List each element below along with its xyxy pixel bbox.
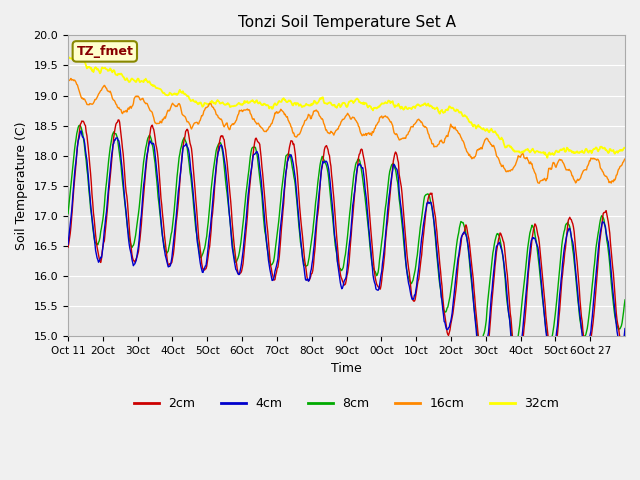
Line: 16cm: 16cm [68,78,625,183]
2cm [621,334,629,339]
2cm [233,260,241,266]
8cm [621,297,629,303]
32cm [543,155,551,161]
2cm [436,262,444,267]
16cm [260,128,268,134]
16cm [67,75,75,81]
32cm [65,54,72,60]
8cm [260,222,268,228]
2cm [115,117,123,123]
16cm [404,129,412,135]
Text: TZ_fmet: TZ_fmet [76,45,133,58]
16cm [233,117,241,123]
8cm [233,259,241,264]
8cm [404,275,412,281]
16cm [436,138,444,144]
Line: 4cm: 4cm [68,131,625,348]
2cm [404,265,412,271]
2cm [260,187,268,193]
32cm [64,54,72,60]
32cm [621,145,629,151]
Title: Tonzi Soil Temperature Set A: Tonzi Soil Temperature Set A [237,15,456,30]
4cm [621,325,629,331]
Line: 32cm: 32cm [68,57,625,158]
4cm [282,178,289,183]
Line: 2cm: 2cm [68,120,625,348]
16cm [131,96,138,102]
16cm [621,156,629,162]
2cm [477,346,484,351]
8cm [282,159,289,165]
2cm [282,180,289,186]
16cm [282,111,289,117]
16cm [64,78,72,84]
Legend: 2cm, 4cm, 8cm, 16cm, 32cm: 2cm, 4cm, 8cm, 16cm, 32cm [129,392,564,415]
Y-axis label: Soil Temperature (C): Soil Temperature (C) [15,121,28,250]
4cm [131,262,138,267]
8cm [76,122,83,128]
32cm [436,111,444,117]
Line: 8cm: 8cm [68,125,625,344]
4cm [233,267,241,273]
4cm [77,128,85,133]
32cm [260,101,268,107]
4cm [64,241,72,247]
4cm [436,279,444,285]
32cm [233,102,241,108]
16cm [536,180,543,186]
8cm [131,240,138,246]
4cm [474,346,482,351]
8cm [436,282,444,288]
4cm [404,280,412,286]
2cm [131,258,138,264]
32cm [404,105,412,111]
8cm [64,211,72,216]
4cm [260,210,268,216]
32cm [282,97,289,103]
2cm [64,244,72,250]
8cm [511,341,519,347]
X-axis label: Time: Time [331,361,362,375]
32cm [131,77,138,83]
